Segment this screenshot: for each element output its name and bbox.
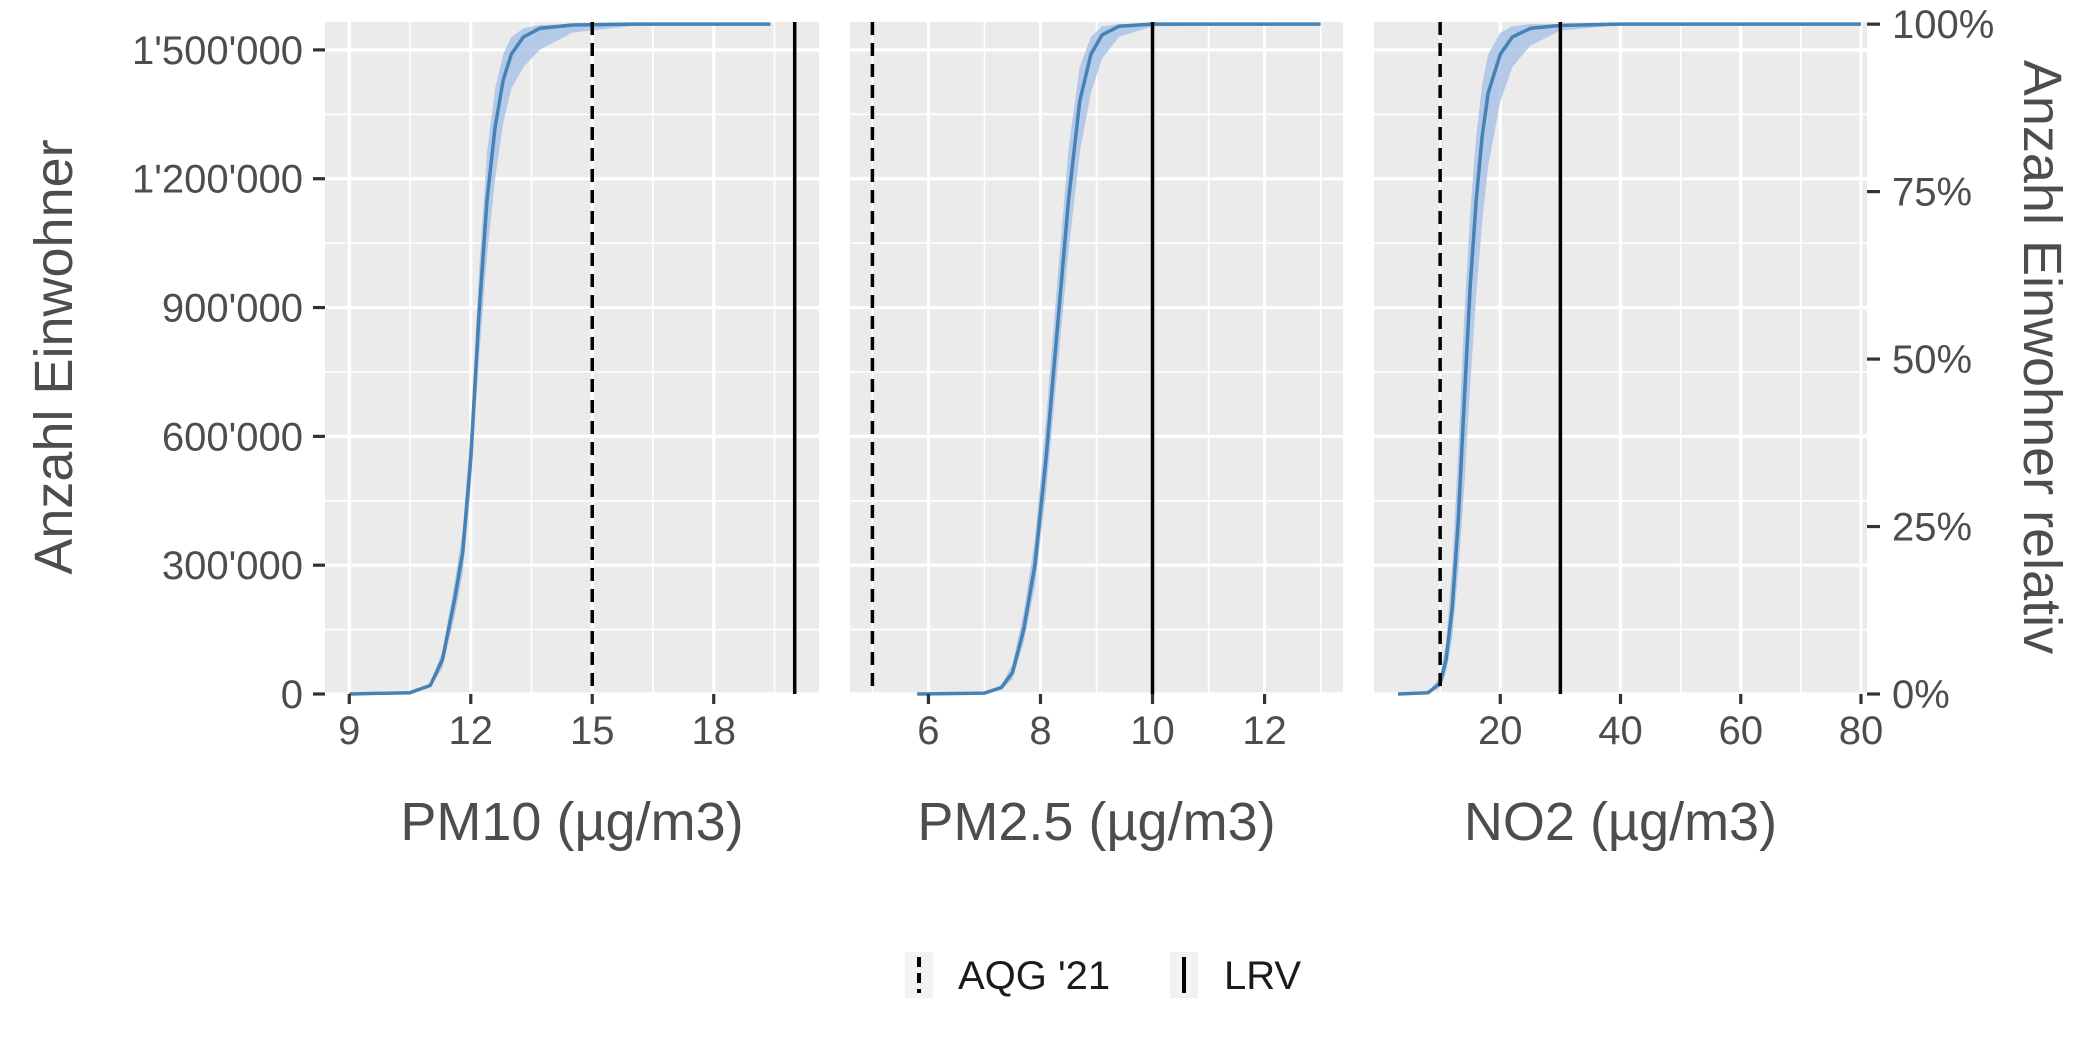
x-tick-label: 20: [1478, 709, 1523, 753]
x-tick-label: 12: [1242, 709, 1287, 753]
legend: AQG '21 LRV: [905, 952, 1301, 998]
x-axis-title: PM10 (µg/m3): [400, 792, 743, 852]
x-axis-title: NO2 (µg/m3): [1464, 792, 1777, 852]
y-axis-left-title: Anzahl Einwohner: [24, 139, 84, 574]
y-tick-label-right: 50%: [1892, 338, 1972, 382]
x-tick-label: 10: [1130, 709, 1175, 753]
panel-3: 20 40 60 80 NO2 (µg/m3): [1374, 22, 1883, 852]
y-tick-label-right: 25%: [1892, 506, 1972, 550]
x-tick-label: 15: [570, 709, 615, 753]
panel-2: 6 8 10 12 PM2.5 (µg/m3): [850, 22, 1343, 852]
x-axis-title: PM2.5 (µg/m3): [917, 792, 1275, 852]
legend-label-aqg: AQG '21: [958, 954, 1110, 998]
y-tick-label-right: 0%: [1892, 673, 1950, 717]
y-axis-left: 0 300'000 600'000 900'000 1'200'000 1'500'000: [132, 29, 325, 717]
legend-label-lrv: LRV: [1224, 954, 1301, 998]
y-tick-label-left: 1'200'000: [132, 158, 303, 202]
x-tick-label: 40: [1598, 709, 1643, 753]
panel-background: [325, 22, 819, 694]
y-tick-label-left: 300'000: [162, 544, 303, 588]
cumulative-line: [917, 22, 1321, 696]
x-tick-label: 18: [691, 709, 736, 753]
y-tick-label-left: 0: [281, 673, 303, 717]
y-tick-label-left: 600'000: [162, 415, 303, 459]
panel-1: 9 12 15 18 PM10 (µg/m3): [325, 22, 819, 852]
x-tick-label: 80: [1839, 709, 1884, 753]
x-tick-label: 12: [449, 709, 494, 753]
cumulative-line: [1397, 22, 1861, 696]
x-tick-label: 8: [1029, 709, 1051, 753]
y-tick-label-left: 1'500'000: [132, 29, 303, 73]
y-axis-right: 0% 25% 50% 75% 100%: [1867, 3, 1994, 717]
x-tick-label: 6: [917, 709, 939, 753]
y-axis-right-title: Anzahl Einwohner relativ: [2012, 60, 2072, 654]
x-tick-label: 9: [338, 709, 360, 753]
chart-panels: 9 12 15 18 PM10 (µg/m3) 6 8 10 12 PM2.5 (µg/m3) 20…: [325, 22, 1883, 852]
cumulative-line: [349, 22, 771, 696]
x-tick-label: 60: [1718, 709, 1763, 753]
y-tick-label-right: 100%: [1892, 3, 1994, 47]
y-tick-label-right: 75%: [1892, 171, 1972, 215]
y-tick-label-left: 900'000: [162, 287, 303, 331]
